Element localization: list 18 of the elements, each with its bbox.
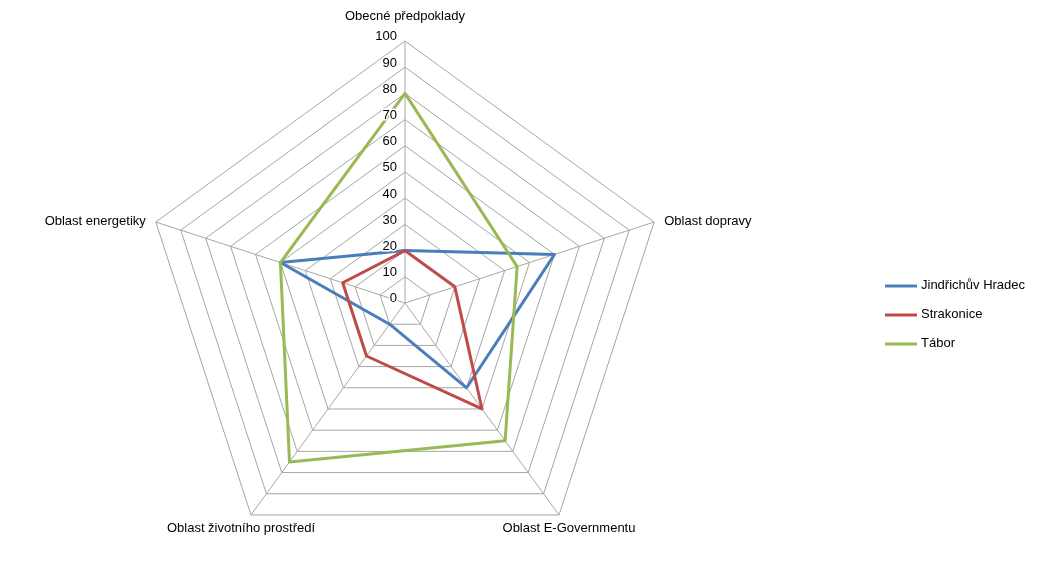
spoke-label: Oblast energetiky: [44, 213, 147, 229]
y-tick-label: 100: [375, 28, 397, 44]
legend-label: Tábor: [921, 335, 956, 351]
legend-label: Jindřichův Hradec: [921, 277, 1026, 293]
spoke-label: Oblast E-Governmentu: [502, 520, 636, 536]
legend-label: Strakonice: [921, 306, 983, 322]
y-tick-label: 20: [382, 238, 397, 254]
y-tick-label: 0: [389, 290, 397, 306]
y-tick-label: 10: [382, 264, 397, 280]
y-tick-label: 80: [382, 80, 397, 96]
y-tick-label: 40: [382, 185, 397, 201]
y-tick-label: 30: [382, 211, 397, 227]
spoke-label: Oblast životního prostředí: [166, 520, 316, 536]
spoke-label: Oblast dopravy: [664, 213, 753, 229]
y-tick-label: 50: [382, 159, 397, 175]
spoke-label: Obecné předpoklady: [345, 8, 466, 24]
y-tick-label: 90: [382, 54, 397, 70]
y-tick-label: 60: [382, 133, 397, 149]
